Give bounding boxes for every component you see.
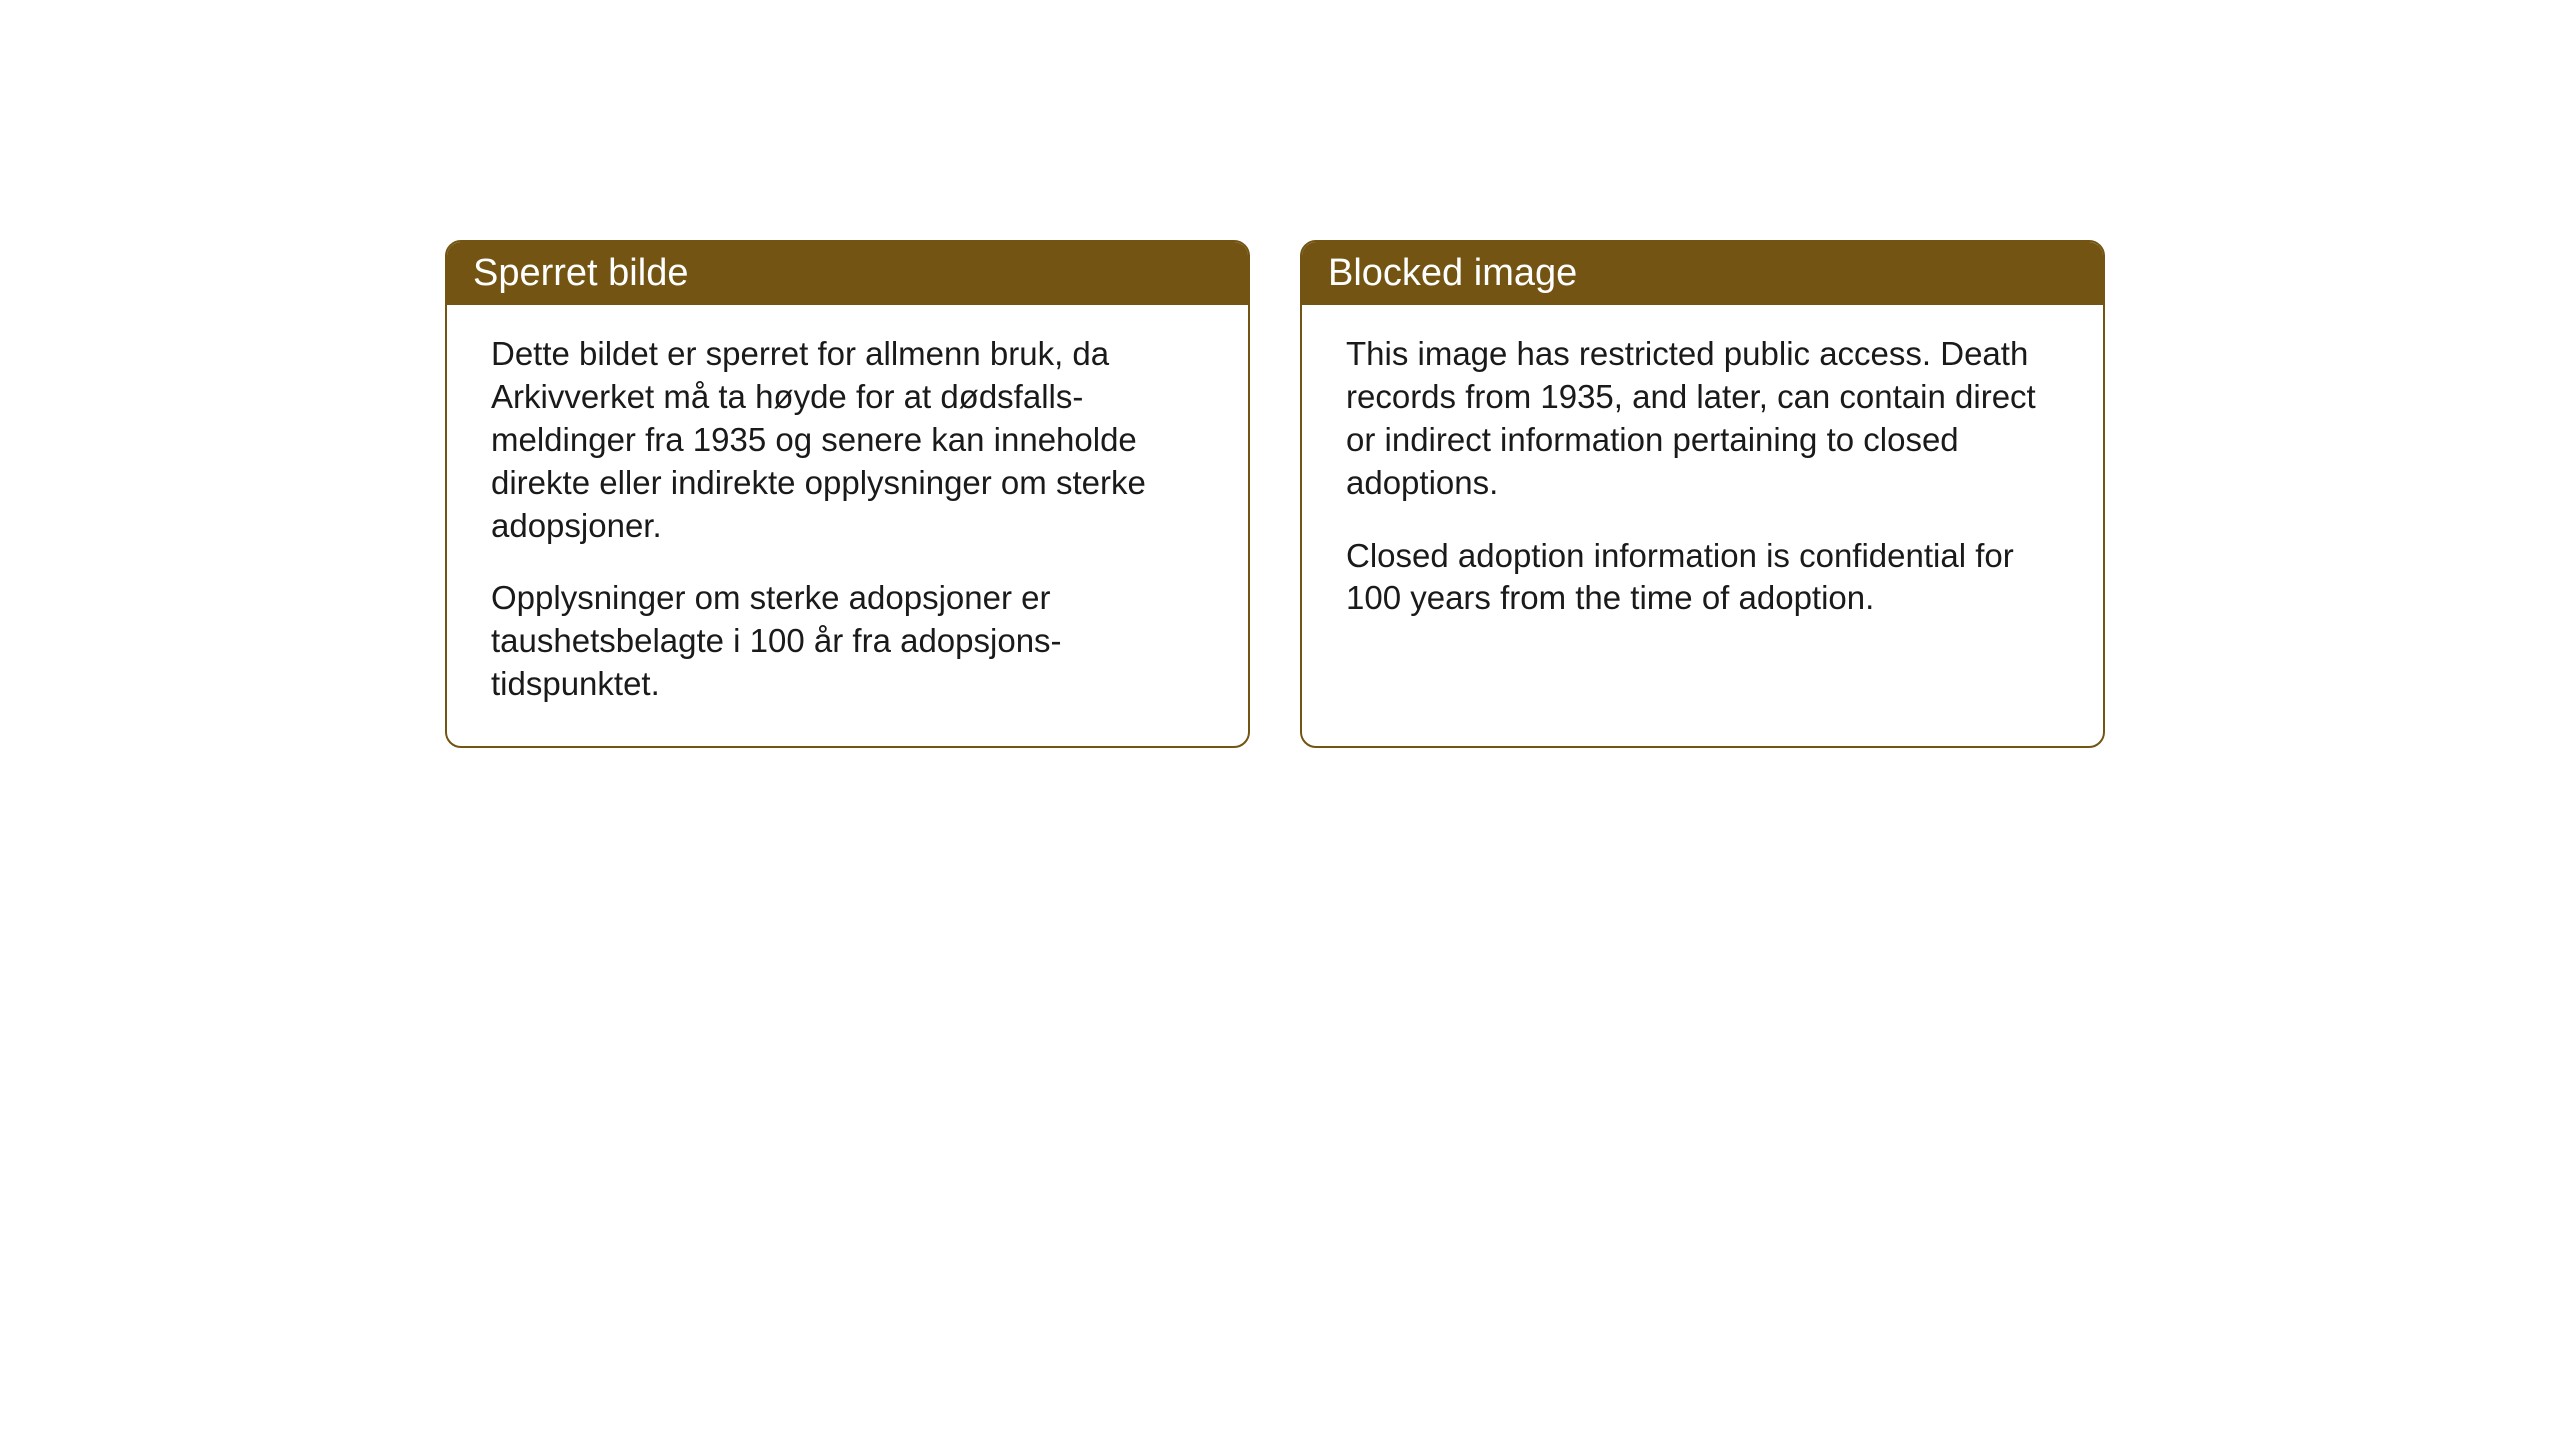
norwegian-card-body: Dette bildet er sperret for allmenn bruk… (447, 305, 1248, 746)
norwegian-paragraph-1: Dette bildet er sperret for allmenn bruk… (491, 333, 1204, 547)
english-paragraph-2: Closed adoption information is confident… (1346, 535, 2059, 621)
norwegian-paragraph-2: Opplysninger om sterke adopsjoner er tau… (491, 577, 1204, 706)
norwegian-card: Sperret bilde Dette bildet er sperret fo… (445, 240, 1250, 748)
english-paragraph-1: This image has restricted public access.… (1346, 333, 2059, 505)
norwegian-card-header: Sperret bilde (447, 242, 1248, 305)
english-card-body: This image has restricted public access.… (1302, 305, 2103, 725)
cards-container: Sperret bilde Dette bildet er sperret fo… (445, 240, 2105, 748)
norwegian-card-title: Sperret bilde (473, 252, 688, 294)
english-card: Blocked image This image has restricted … (1300, 240, 2105, 748)
english-card-header: Blocked image (1302, 242, 2103, 305)
english-card-title: Blocked image (1328, 252, 1577, 294)
